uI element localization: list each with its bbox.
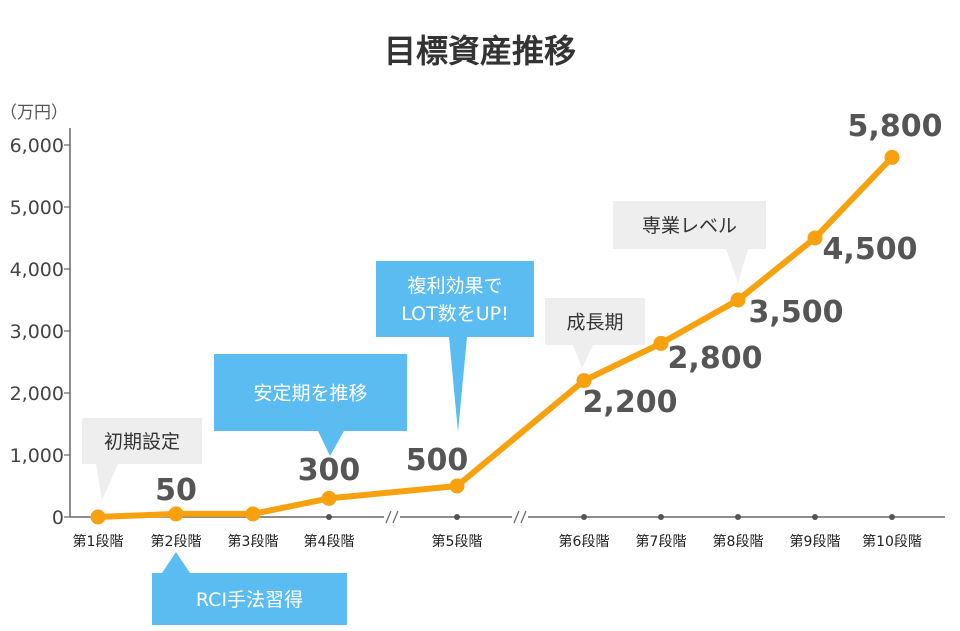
x-tick-dot [812, 514, 818, 520]
x-tick-label: 第9段階 [790, 533, 841, 550]
chart-title: 目標資産推移 [384, 32, 576, 70]
callout-pointer [162, 552, 190, 573]
callout-text: 安定期を推移 [253, 383, 367, 405]
axis-break-mark [513, 510, 527, 524]
x-axis: 第1段階 第2段階 第3段階 第4段階 第5段階 第6段階 第7段階 第8段階 第9段階 第10段… [70, 510, 945, 550]
data-point [321, 490, 337, 506]
callout-4: 複利効果で LOT数をUP! [376, 261, 534, 432]
data-point [884, 149, 900, 165]
data-point [90, 509, 106, 525]
x-tick-label: 第8段階 [713, 533, 764, 550]
callout-box [152, 573, 347, 625]
axis-break-mark [385, 510, 399, 524]
data-label: 5,800 [848, 109, 943, 144]
y-tick-label: 2,000 [10, 383, 64, 405]
callout-text: 初期設定 [104, 431, 180, 453]
y-unit-label: （万円） [0, 103, 68, 123]
callout-pointer [318, 431, 344, 456]
data-point [576, 373, 592, 389]
callout-text: 成長期 [566, 312, 623, 334]
x-tick-label: 第7段階 [636, 533, 687, 550]
data-point [168, 506, 184, 522]
axis-break-stroke [513, 510, 520, 524]
x-tick-dot [889, 514, 895, 520]
x-tick-label: 第2段階 [151, 533, 202, 550]
callout-text: 複利効果で [407, 275, 502, 297]
callout-text: RCI手法習得 [196, 589, 303, 611]
callout-2: RCI手法習得 [152, 552, 347, 625]
axis-break-stroke [520, 510, 527, 524]
callout-6: 専業レベル [613, 201, 766, 283]
callout-3: 安定期を推移 [214, 354, 407, 456]
data-label: 2,800 [668, 341, 763, 376]
x-tick-label: 第10段階 [862, 533, 922, 550]
x-tick-label: 第6段階 [559, 533, 610, 550]
callout-pointer [96, 464, 118, 500]
x-tick-dot [454, 514, 460, 520]
data-label: 50 [155, 473, 197, 508]
data-label: 2,200 [583, 385, 678, 420]
y-tick-label: 1,000 [10, 445, 64, 467]
callout-5: 成長期 [545, 298, 645, 368]
callout-box [376, 261, 534, 337]
series-line [90, 149, 900, 525]
y-tick-label: 4,000 [10, 259, 64, 281]
callout-text: 専業レベル [642, 215, 737, 237]
y-tick-label: 3,000 [10, 321, 64, 343]
callout-pointer [726, 249, 748, 283]
y-tick-label: 0 [52, 507, 64, 529]
x-tick-dot [658, 514, 664, 520]
data-label: 500 [406, 443, 469, 478]
data-labels: 50 300 500 2,200 2,800 3,500 4,500 5,800 [155, 109, 942, 508]
callout-text: LOT数をUP! [401, 303, 508, 325]
callout-box [613, 201, 766, 249]
data-point [730, 292, 746, 308]
data-label: 4,500 [823, 232, 918, 267]
callouts: 初期設定 RCI手法習得 安定期を推移 複利効果で LOT数をUP! 成長期 専業レベル [82, 201, 766, 625]
callout-pointer [449, 337, 467, 432]
callout-box [82, 418, 202, 464]
axis-break-stroke [385, 510, 392, 524]
axis-break-stroke [392, 510, 399, 524]
data-point [449, 478, 465, 494]
callout-1: 初期設定 [82, 418, 202, 500]
callout-box [214, 354, 407, 431]
y-tick-label: 6,000 [10, 135, 64, 157]
series-path [95, 154, 895, 520]
data-point [807, 230, 823, 246]
data-point [245, 506, 261, 522]
y-axis: 0 1,000 2,000 3,000 4,000 5,000 6,000 [10, 128, 71, 529]
data-label: 3,500 [749, 295, 844, 330]
x-tick-label: 第5段階 [432, 533, 483, 550]
x-tick-dot [326, 514, 332, 520]
x-tick-dot [735, 514, 741, 520]
data-label: 300 [298, 453, 361, 488]
y-tick-label: 5,000 [10, 197, 64, 219]
x-tick-dot [581, 514, 587, 520]
x-tick-label: 第4段階 [304, 533, 355, 550]
callout-box [545, 298, 645, 345]
x-tick-label: 第3段階 [228, 533, 279, 550]
x-tick-label: 第1段階 [73, 533, 124, 550]
callout-pointer [573, 345, 593, 368]
data-point [653, 335, 669, 351]
